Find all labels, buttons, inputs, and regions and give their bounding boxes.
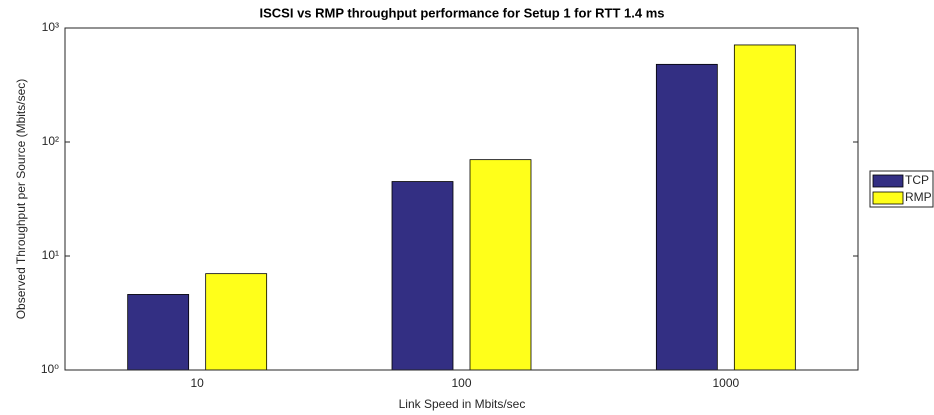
bar xyxy=(205,273,268,371)
legend-swatch xyxy=(872,174,904,188)
y-tick-label: 10¹ xyxy=(42,248,59,262)
bar xyxy=(391,181,454,371)
bar xyxy=(733,44,796,371)
y-tick-label: 10⁰ xyxy=(41,362,59,376)
legend-label: TCP xyxy=(905,173,929,187)
bar xyxy=(469,159,532,371)
x-axis-label: Link Speed in Mbits/sec xyxy=(399,397,526,411)
plot-background xyxy=(65,28,858,370)
legend-swatch xyxy=(872,191,904,205)
y-tick-label: 10³ xyxy=(42,20,59,34)
y-axis-label: Observed Throughput per Source (Mbits/se… xyxy=(14,79,28,320)
bar xyxy=(127,294,190,371)
x-tick-label: 10 xyxy=(190,376,204,390)
chart-title: ISCSI vs RMP throughput performance for … xyxy=(260,5,665,20)
bar xyxy=(655,63,718,371)
x-tick-label: 100 xyxy=(451,376,471,390)
y-tick-label: 10² xyxy=(42,134,59,148)
legend-label: RMP xyxy=(905,190,932,204)
axes-box xyxy=(64,27,859,371)
x-tick-label: 1000 xyxy=(712,376,739,390)
